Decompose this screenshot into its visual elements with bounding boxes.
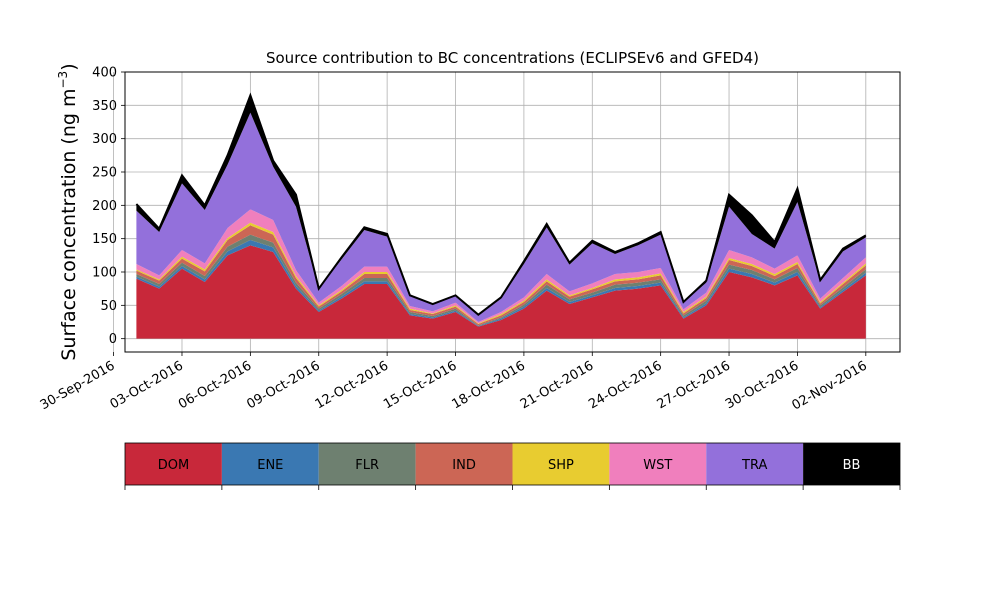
x-tick-label: 18-Oct-2016 xyxy=(450,358,528,412)
x-tick-label: 06-Oct-2016 xyxy=(176,358,254,412)
y-tick-label: 200 xyxy=(92,199,117,214)
legend-swatch-bb xyxy=(803,443,900,485)
total-line-group xyxy=(135,92,867,316)
area-ind xyxy=(136,225,866,326)
legend-label-bb: BB xyxy=(843,458,861,473)
y-axis-label-main: Surface concentration (ng m xyxy=(58,89,80,361)
y-axis: 0 50 100 150 200 250 300 350 400 xyxy=(92,66,125,347)
legend-label-ind: IND xyxy=(452,458,476,473)
y-tick-label: 400 xyxy=(92,66,117,81)
x-tick-label: 27-Oct-2016 xyxy=(655,358,733,412)
y-tick-label: 100 xyxy=(92,266,117,281)
y-tick-label: 50 xyxy=(100,299,117,314)
stacked-areas xyxy=(136,95,866,339)
y-tick-label: 350 xyxy=(92,99,117,114)
area-ene xyxy=(136,240,866,327)
legend-label-tra: TRA xyxy=(741,458,767,473)
y-tick-label: 250 xyxy=(92,166,117,181)
area-flr xyxy=(136,234,866,326)
legend-swatch-shp xyxy=(512,443,610,485)
y-tick-label: 300 xyxy=(92,132,117,147)
legend-swatch-dom xyxy=(125,443,222,485)
x-tick-label: 24-Oct-2016 xyxy=(586,358,664,412)
legend-label-flr: FLR xyxy=(355,458,379,473)
y-tick-label: 150 xyxy=(92,232,117,247)
legend-swatch-wst xyxy=(609,443,707,485)
chart-title: Source contribution to BC concentrations… xyxy=(266,49,759,67)
x-tick-label: 02-Nov-2016 xyxy=(790,358,870,413)
y-axis-label: Surface concentration (ng m−3) xyxy=(56,63,80,360)
legend-swatch-ene xyxy=(221,443,319,485)
legend-label-shp: SHP xyxy=(548,458,574,473)
y-tick-label: 0 xyxy=(109,332,117,347)
legend: DOM ENE FLR IND SHP WST TRA BB xyxy=(124,442,901,490)
legend-swatch-ind xyxy=(415,443,513,485)
x-axis: 30-Sep-201603-Oct-201606-Oct-201609-Oct-… xyxy=(38,352,870,413)
total-line xyxy=(135,92,867,316)
legend-swatch-flr xyxy=(318,443,416,485)
plot-frame xyxy=(124,71,901,353)
x-tick-label: 21-Oct-2016 xyxy=(518,358,596,412)
legend-label-dom: DOM xyxy=(158,458,189,473)
y-axis-label-close: ) xyxy=(58,63,80,70)
legend-label-ene: ENE xyxy=(257,458,283,473)
legend-label-wst: WST xyxy=(643,458,672,473)
x-tick-label: 03-Oct-2016 xyxy=(108,358,186,412)
x-tick-label: 12-Oct-2016 xyxy=(313,358,391,412)
y-axis-label-superscript: −3 xyxy=(56,71,70,89)
x-tick-label: 30-Sep-2016 xyxy=(38,358,118,413)
legend-swatch-tra xyxy=(706,443,804,485)
area-tra xyxy=(136,112,866,323)
x-tick-label: 09-Oct-2016 xyxy=(244,358,322,412)
x-tick-label: 15-Oct-2016 xyxy=(381,358,459,412)
area-dom xyxy=(136,245,866,339)
x-tick-label: 30-Oct-2016 xyxy=(723,358,801,412)
